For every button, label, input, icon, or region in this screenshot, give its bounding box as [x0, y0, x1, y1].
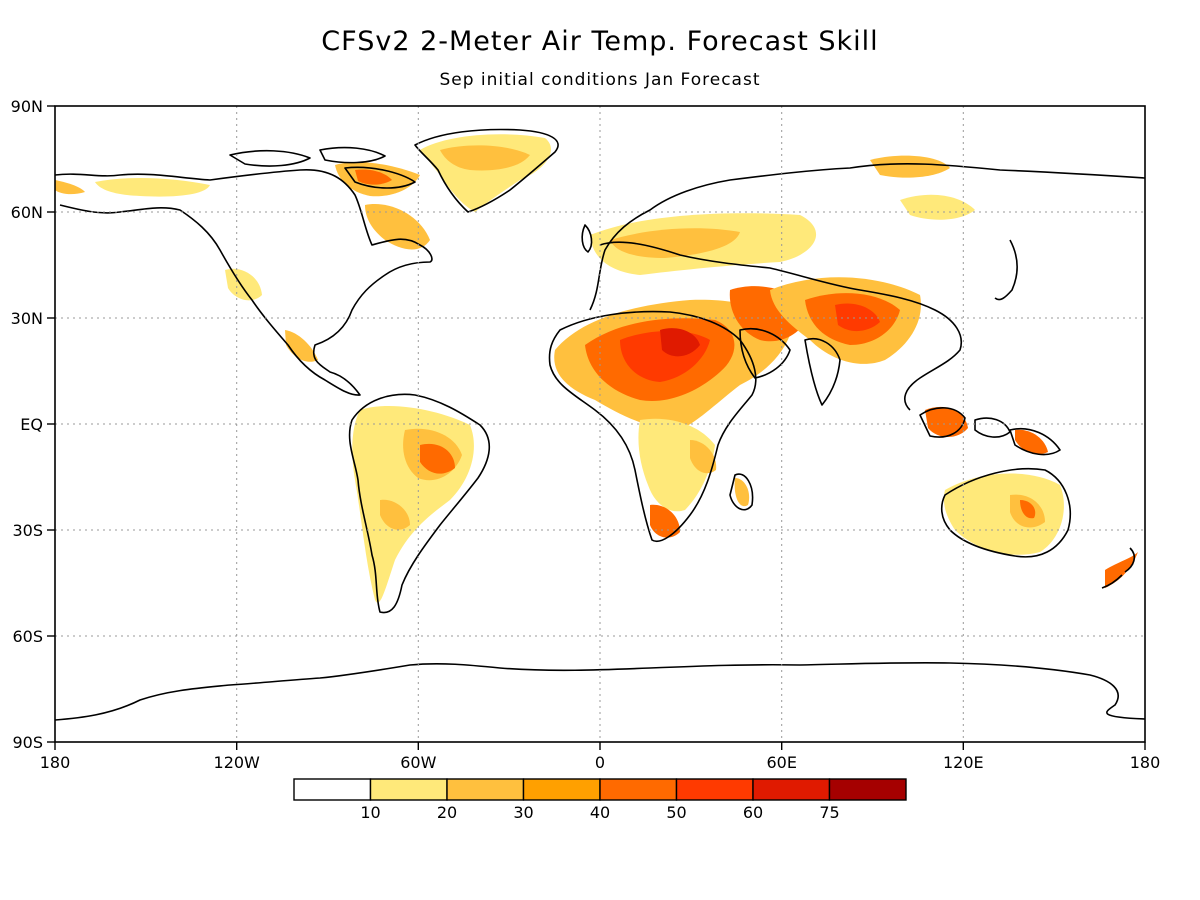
lon-label: 180 [40, 753, 71, 772]
colorbar-swatch [675, 778, 754, 801]
colorbar-swatch [599, 778, 678, 801]
colorbar-swatch [522, 778, 601, 801]
map-title: CFSv2 2-Meter Air Temp. Forecast Skill [321, 26, 879, 57]
lon-label: 180 [1130, 753, 1161, 772]
lat-label: 60S [12, 627, 43, 646]
colorbar: 10 20 30 40 50 60 75 [293, 778, 907, 822]
lat-labels: 90N 60N 30N EQ 30S 60S 90S [11, 97, 43, 752]
colorbar-label: 60 [743, 803, 763, 822]
colorbar-label: 10 [360, 803, 380, 822]
lon-label: 120W [214, 753, 261, 772]
lon-labels: 180 120W 60W 0 60E 120E 180 [40, 753, 1161, 772]
lat-label: 30N [11, 309, 43, 328]
colorbar-swatch [752, 778, 831, 801]
lon-label: 60W [400, 753, 436, 772]
lat-label: 90S [12, 733, 43, 752]
map-subtitle: Sep initial conditions Jan Forecast [439, 70, 761, 90]
coastlines [55, 128, 1145, 721]
colorbar-swatch [828, 778, 907, 801]
lon-label: 0 [595, 753, 605, 772]
graticule [55, 106, 1145, 742]
colorbar-label: 40 [590, 803, 610, 822]
axis-ticks [47, 105, 1146, 750]
colorbar-label: 50 [666, 803, 686, 822]
colorbar-label: 20 [437, 803, 457, 822]
lat-label: EQ [20, 415, 43, 434]
lon-label: 60E [766, 753, 796, 772]
colorbar-label: 75 [819, 803, 839, 822]
colorbar-swatch [293, 778, 372, 801]
colorbar-swatch [446, 778, 525, 801]
lat-label: 60N [11, 203, 43, 222]
colorbar-label: 30 [513, 803, 533, 822]
lon-label: 120E [943, 753, 984, 772]
lat-label: 90N [11, 97, 43, 116]
colorbar-swatch [369, 778, 448, 801]
lat-label: 30S [12, 521, 43, 540]
